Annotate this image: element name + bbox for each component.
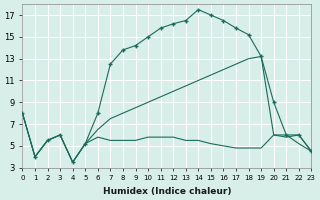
X-axis label: Humidex (Indice chaleur): Humidex (Indice chaleur) <box>103 187 231 196</box>
